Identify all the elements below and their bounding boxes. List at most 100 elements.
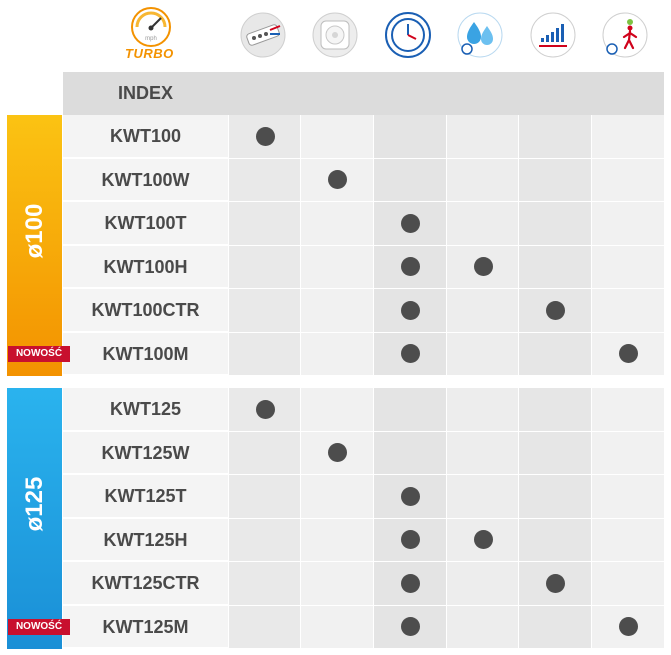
feature-cell-speed-switch [228,431,300,474]
feature-cell-timer [373,605,446,648]
feature-cell-white [300,388,373,431]
feature-cell-white [300,115,373,158]
feature-cell-white [300,202,373,245]
feature-dot [546,573,565,593]
feature-cell-control [518,289,591,332]
feature-cell-control [518,518,591,561]
feature-cell-speed-switch [228,475,300,518]
feature-cell-timer [373,388,446,431]
feature-cell-speed-switch [228,158,300,201]
feature-cell-timer [373,431,446,474]
feature-cell-timer [373,562,446,605]
feature-cell-motion [591,245,664,288]
feature-cell-control [518,562,591,605]
feature-cell-timer [373,518,446,561]
feature-cell-timer [373,115,446,158]
feature-cell-motion [591,332,664,375]
feature-dot [401,617,420,637]
feature-cell-humidity [446,158,518,201]
model-name-cell: KWT125T [63,475,228,518]
feature-cell-white [300,332,373,375]
fan-speed-switch-icon [240,12,286,58]
feature-cell-humidity [446,245,518,288]
feature-cell-control [518,605,591,648]
diameter-band-1 [7,388,62,649]
feature-dot [328,443,347,463]
model-name-cell: KWT125CTR [63,562,228,605]
model-name-cell: KWT100M [63,332,228,375]
feature-dot [328,170,347,190]
feature-cell-white [300,431,373,474]
model-name-cell: KWT125 [63,388,228,431]
feature-cell-humidity [446,562,518,605]
feature-cell-humidity [446,475,518,518]
feature-cell-speed-switch [228,115,300,158]
feature-dot [255,126,275,146]
feature-dot [619,617,638,637]
feature-dot [401,486,420,506]
feature-cell-humidity [446,332,518,375]
feature-cell-speed-switch [228,245,300,288]
feature-cell-speed-switch [228,605,300,648]
feature-cell-white [300,475,373,518]
feature-cell-speed-switch [228,332,300,375]
feature-cell-white [300,518,373,561]
feature-dot [401,573,420,593]
feature-cell-humidity [446,518,518,561]
header-icons: mph TURBO [0,0,671,72]
model-name-cell: KWT100H [63,245,228,288]
feature-cell-control [518,332,591,375]
feature-cell-humidity [446,605,518,648]
table-header [63,72,664,115]
feature-cell-timer [373,332,446,375]
feature-cell-motion [591,518,664,561]
feature-dot [401,344,420,364]
feature-cell-control [518,245,591,288]
feature-cell-motion [591,475,664,518]
turbo-label: TURBO [125,46,174,61]
feature-cell-control [518,158,591,201]
model-name-cell: KWT125H [63,518,228,561]
feature-cell-control [518,388,591,431]
feature-cell-humidity [446,388,518,431]
feature-dot [401,213,420,233]
model-name-cell: KWT100W [63,158,228,201]
feature-dot [619,344,638,364]
feature-cell-timer [373,158,446,201]
feature-cell-humidity [446,289,518,332]
model-name-cell: KWT100T [63,202,228,245]
feature-cell-motion [591,431,664,474]
model-name-cell: KWT125M [63,605,228,648]
feature-dot [473,530,493,550]
feature-cell-speed-switch [228,562,300,605]
model-name-cell: KWT100CTR [63,289,228,332]
humidity-drops-icon [457,12,503,58]
feature-cell-humidity [446,115,518,158]
feature-cell-timer [373,245,446,288]
feature-cell-timer [373,202,446,245]
white-fan-icon [312,12,358,58]
feature-cell-motion [591,605,664,648]
feature-cell-speed-switch [228,518,300,561]
feature-dot [401,530,420,550]
feature-cell-speed-switch [228,388,300,431]
feature-dot [401,300,420,320]
feature-cell-control [518,431,591,474]
control-level-icon [530,12,576,58]
feature-cell-white [300,605,373,648]
feature-cell-speed-switch [228,202,300,245]
feature-dot [546,300,565,320]
feature-cell-speed-switch [228,289,300,332]
timer-clock-icon [385,12,431,58]
feature-cell-motion [591,388,664,431]
feature-cell-motion [591,158,664,201]
feature-cell-white [300,158,373,201]
feature-cell-white [300,289,373,332]
feature-cell-humidity [446,202,518,245]
new-badge: NOWOŚĆ [8,346,70,363]
feature-cell-control [518,115,591,158]
feature-cell-motion [591,289,664,332]
feature-cell-humidity [446,431,518,474]
diameter-label: ø125 [20,476,48,531]
feature-cell-motion [591,562,664,605]
